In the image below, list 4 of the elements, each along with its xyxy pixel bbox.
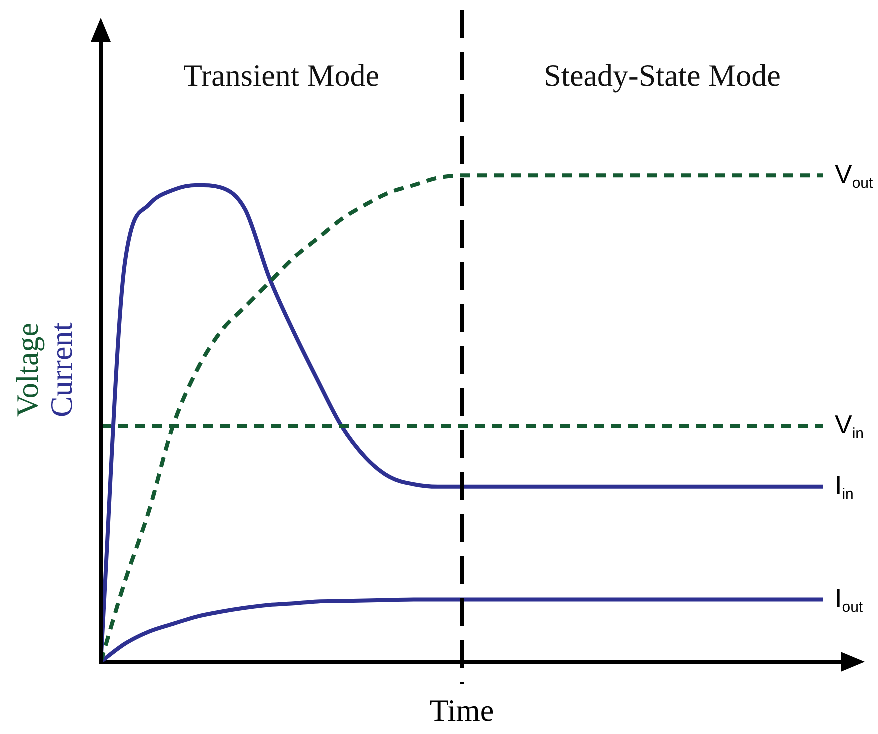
- y-axis-title: Voltage Current: [10, 322, 79, 418]
- text: Transient Mode: [183, 58, 380, 94]
- text: Steady-State Mode: [544, 58, 781, 94]
- x-axis-title: Time: [430, 693, 494, 729]
